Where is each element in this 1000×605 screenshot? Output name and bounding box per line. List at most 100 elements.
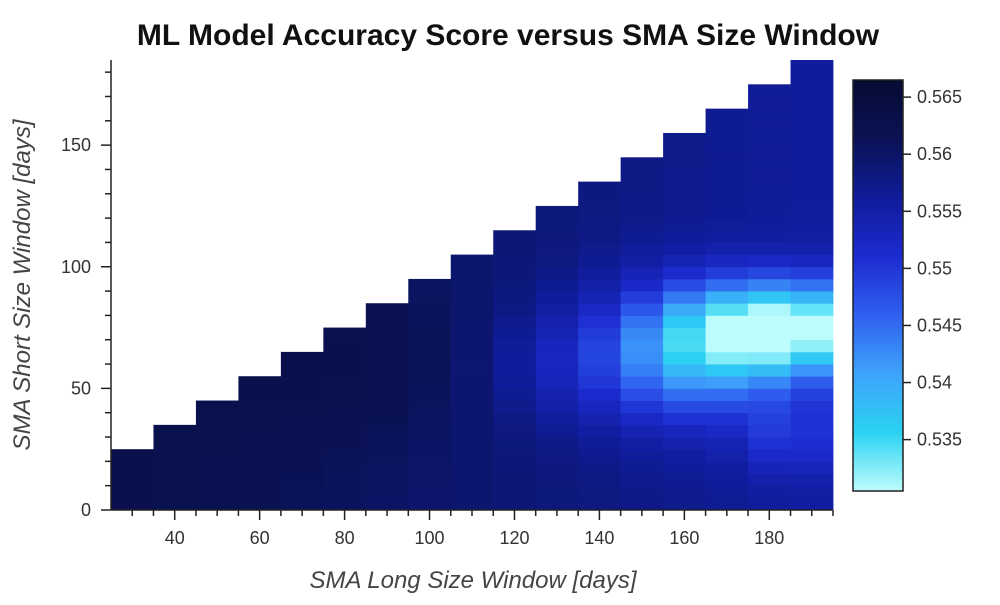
- heatmap-cell: [153, 461, 197, 474]
- heatmap-cell: [408, 473, 452, 487]
- heatmap-cell: [450, 291, 494, 304]
- heatmap-cell: [280, 351, 324, 365]
- heatmap-cell: [790, 364, 834, 377]
- heatmap-cell: [535, 230, 579, 243]
- heatmap-cell: [365, 364, 409, 377]
- heatmap-cell: [705, 388, 749, 401]
- heatmap-cell: [620, 157, 664, 170]
- y-axis: 0 50 100 150: [61, 60, 112, 520]
- heatmap-cell: [748, 485, 791, 499]
- x-axis-label: SMA Long Size Window [days]: [309, 567, 637, 594]
- heatmap-cell: [450, 351, 494, 365]
- heatmap-cell: [535, 497, 579, 511]
- heatmap-cell: [663, 376, 706, 389]
- heatmap-cell: [408, 278, 452, 292]
- heatmap-cell: [620, 205, 664, 219]
- heatmap-cell: [493, 437, 537, 450]
- heatmap-cell: [365, 424, 409, 438]
- heatmap-cell: [620, 364, 664, 377]
- heatmap-cell: [493, 376, 537, 389]
- heatmap-cell: [238, 461, 282, 474]
- heatmap-cell: [578, 193, 622, 207]
- heatmap-cell: [748, 497, 791, 511]
- heatmap-cell: [663, 351, 706, 365]
- heatmap-cell: [705, 303, 749, 316]
- heatmap-cell: [663, 193, 706, 207]
- heatmap-cell: [323, 400, 367, 414]
- heatmap-cell: [748, 132, 791, 146]
- heatmap-cell: [195, 497, 239, 511]
- heatmap-cell: [705, 205, 749, 219]
- heatmap-cell: [280, 424, 324, 438]
- heatmap-cell: [238, 388, 282, 401]
- heatmap-cell: [280, 400, 324, 414]
- heatmap-cell: [111, 473, 154, 487]
- heatmap-cell: [578, 291, 622, 304]
- heatmap-cell: [535, 205, 579, 219]
- x-tick-label: 120: [499, 528, 529, 548]
- heatmap-cell: [535, 218, 579, 231]
- heatmap-cell: [790, 449, 834, 462]
- heatmap-cell: [493, 291, 537, 304]
- colorbar-tick-label: 0.555: [917, 201, 962, 221]
- heatmap-cell: [238, 497, 282, 511]
- heatmap-cell: [111, 497, 154, 511]
- heatmap-cell: [535, 424, 579, 438]
- heatmap-cell: [790, 461, 834, 474]
- heatmap-cell: [365, 327, 409, 341]
- heatmap-cell: [748, 108, 791, 122]
- heatmap-cell: [705, 291, 749, 304]
- heatmap-cell: [195, 473, 239, 487]
- heatmap-cell: [705, 254, 749, 268]
- heatmap-cell: [748, 461, 791, 474]
- heatmap-cell: [705, 120, 749, 134]
- heatmap-cell: [663, 303, 706, 316]
- heatmap-cell: [535, 291, 579, 304]
- heatmap-cell: [748, 315, 791, 328]
- heatmap-cell: [620, 181, 664, 195]
- heatmap-cell: [323, 449, 367, 462]
- heatmap-cell: [280, 497, 324, 511]
- heatmap-cell: [280, 461, 324, 474]
- heatmap-cell: [663, 315, 706, 328]
- heatmap-cell: [705, 400, 749, 414]
- heatmap-cell: [620, 497, 664, 511]
- heatmap-cell: [620, 242, 664, 255]
- heatmap-cell: [790, 242, 834, 255]
- heatmap-cell: [748, 254, 791, 268]
- heatmap-cell: [620, 254, 664, 268]
- heatmap-cell: [535, 303, 579, 316]
- heatmap-cell: [493, 278, 537, 292]
- heatmap-cell: [620, 412, 664, 426]
- heatmap-cell: [493, 351, 537, 365]
- heatmap-cell: [365, 461, 409, 474]
- heatmap-cell: [408, 437, 452, 450]
- heatmap-cell: [280, 449, 324, 462]
- heatmap-cell: [748, 303, 791, 316]
- heatmap-cell: [323, 327, 367, 341]
- heatmap-cell: [408, 424, 452, 438]
- heatmap-cell: [535, 449, 579, 462]
- heatmap-cell: [195, 412, 239, 426]
- heatmap-cell: [493, 364, 537, 377]
- heatmap-cell: [748, 120, 791, 134]
- heatmap-cell: [705, 449, 749, 462]
- heatmap-cell: [748, 205, 791, 219]
- heatmap-cell: [493, 266, 537, 280]
- heatmap-cell: [195, 485, 239, 499]
- heatmap-cell: [790, 388, 834, 401]
- heatmap-cell: [705, 315, 749, 328]
- heatmap-cell: [748, 449, 791, 462]
- heatmap-cell: [620, 339, 664, 353]
- heatmap-cell: [578, 473, 622, 487]
- heatmap-cell: [663, 157, 706, 170]
- heatmap-cell: [705, 461, 749, 474]
- heatmap-cell: [790, 108, 834, 122]
- heatmap-cell: [493, 473, 537, 487]
- heatmap-cell: [578, 497, 622, 511]
- heatmap-cell: [705, 485, 749, 499]
- heatmap-cell: [663, 132, 706, 146]
- heatmap-cell: [705, 376, 749, 389]
- heatmap-cell: [323, 388, 367, 401]
